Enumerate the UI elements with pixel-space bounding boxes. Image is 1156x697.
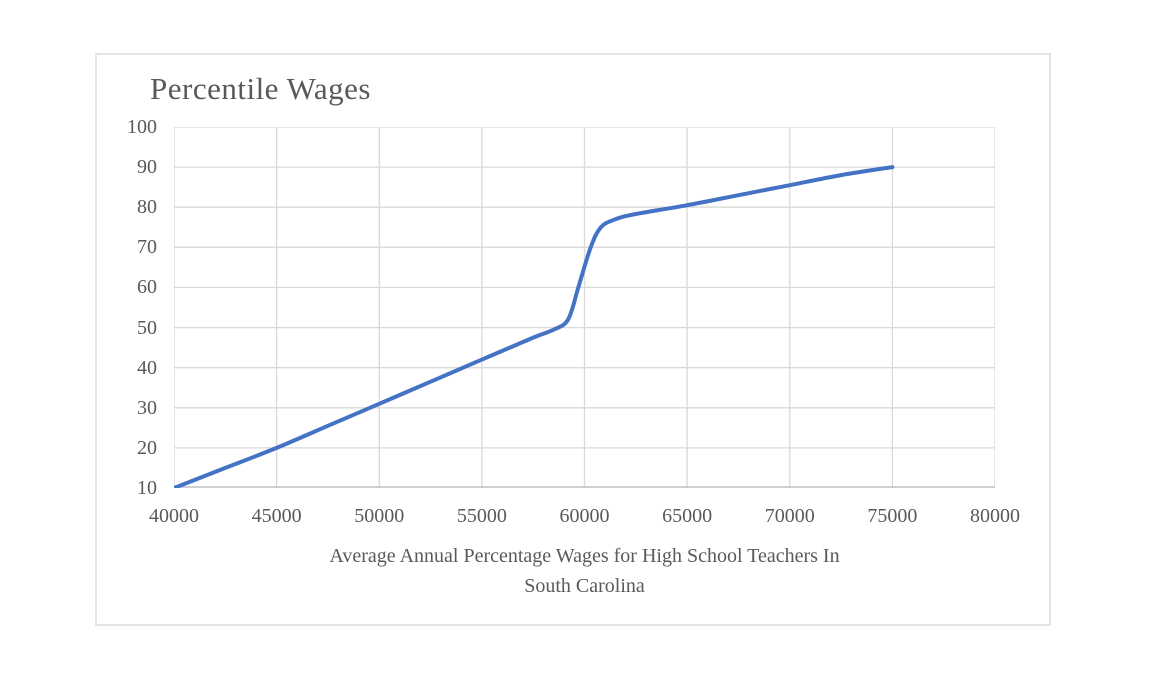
x-axis-title-line-1: Average Annual Percentage Wages for High… bbox=[329, 545, 840, 567]
y-axis-tick-label: 100 bbox=[127, 116, 157, 138]
y-axis-tick-label: 70 bbox=[137, 236, 157, 259]
x-axis-title-line-2: South Carolina bbox=[524, 575, 645, 597]
y-axis-tick-label: 30 bbox=[137, 396, 157, 419]
y-axis-tick-label: 40 bbox=[137, 356, 157, 379]
x-axis-tick-label: 40000 bbox=[149, 505, 199, 527]
x-axis-tick-label: 75000 bbox=[867, 505, 918, 527]
x-axis-tick-label: 70000 bbox=[764, 505, 815, 527]
y-axis-tick-label: 80 bbox=[137, 196, 157, 219]
y-axis-tick-label: 90 bbox=[137, 156, 157, 179]
y-axis-tick-label: 20 bbox=[137, 436, 157, 459]
x-axis-tick-label: 65000 bbox=[662, 505, 713, 527]
plot-area bbox=[174, 127, 995, 488]
y-axis-tick-label: 60 bbox=[137, 276, 157, 299]
chart-frame: Percentile Wages 10 20 30 40 50 60 70 80 90 100 4… bbox=[95, 53, 1051, 626]
chart-title: Percentile Wages bbox=[150, 71, 371, 106]
x-axis-tick-label: 55000 bbox=[456, 505, 507, 527]
y-axis-tick-label: 10 bbox=[137, 477, 157, 499]
x-axis-tick-label: 50000 bbox=[354, 505, 405, 527]
x-axis-tick-label: 80000 bbox=[970, 505, 1020, 527]
x-axis-tick-label: 60000 bbox=[559, 505, 610, 527]
y-axis-tick-label: 50 bbox=[137, 316, 157, 339]
series-line-percentile-wages bbox=[174, 165, 895, 488]
x-axis-tick-label: 45000 bbox=[251, 505, 302, 527]
x-axis-title: Average Annual Percentage Wages for High… bbox=[174, 541, 995, 601]
